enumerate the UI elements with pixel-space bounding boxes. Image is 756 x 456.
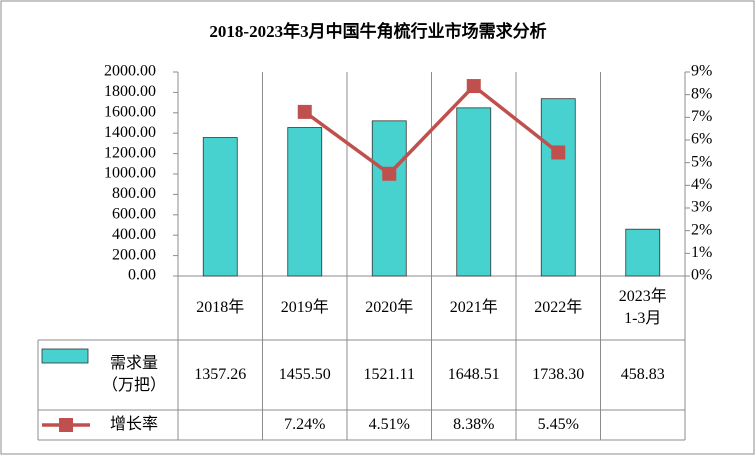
y2-tick-label: 8% (691, 85, 712, 102)
legend-swatch (41, 348, 89, 364)
y2-tick-label: 4% (691, 176, 712, 193)
table-value: 4.51% (368, 416, 410, 433)
legend-label: 需求量 （万把） (101, 355, 166, 394)
legend-label: 增长率 (109, 416, 158, 433)
y2-tick-label: 5% (691, 153, 712, 170)
category-label: 2020年 (365, 299, 414, 316)
table-value: 1357.26 (194, 366, 247, 383)
y-tick-label: 400.00 (112, 226, 156, 243)
y-tick-label: 600.00 (112, 205, 156, 222)
category-label: 2022年 (534, 299, 583, 316)
bar (202, 137, 238, 277)
y-tick-label: 2000.00 (104, 63, 156, 80)
table-value: 7.24% (284, 416, 326, 433)
y-tick-label: 0.00 (128, 267, 156, 284)
category-label: 2018年 (196, 299, 245, 316)
y-tick-label: 1200.00 (104, 144, 156, 161)
category-label: 2019年 (280, 299, 329, 316)
y-tick-label: 1600.00 (104, 103, 156, 120)
line (303, 83, 560, 177)
y2-tick-label: 9% (691, 63, 712, 80)
marker (382, 166, 397, 181)
legend-marker (59, 418, 73, 432)
category-label: 2021年 (449, 299, 498, 316)
marker (551, 145, 566, 160)
y2-tick-label: 3% (691, 199, 712, 216)
y2-tick-label: 2% (691, 221, 712, 238)
y-tick-label: 800.00 (112, 185, 156, 202)
table-value: 8.38% (453, 416, 495, 433)
bar (371, 120, 407, 277)
table-value: 458.83 (620, 366, 665, 383)
y2-tick-label: 0% (691, 267, 712, 284)
table-value: 1521.11 (363, 366, 415, 383)
y-tick-label: 1800.00 (104, 83, 156, 100)
marker (297, 104, 312, 119)
y2-tick-label: 1% (691, 244, 712, 261)
table-value: 1738.30 (532, 366, 585, 383)
marker (466, 79, 481, 94)
bar (456, 107, 492, 277)
bar (625, 228, 661, 277)
y-tick-label: 1000.00 (104, 165, 156, 182)
table-value: 5.45% (537, 416, 579, 433)
category-label: 2023年 1-3月 (618, 288, 667, 327)
bar (540, 98, 576, 277)
table-value: 1648.51 (447, 366, 500, 383)
y-tick-label: 1400.00 (104, 124, 156, 141)
y-tick-label: 200.00 (112, 246, 156, 263)
y2-tick-label: 6% (691, 131, 712, 148)
y2-tick-label: 7% (691, 108, 712, 125)
chart-title: 2018-2023年3月中国牛角梳行业市场需求分析 (209, 21, 546, 41)
bar (287, 127, 323, 277)
table-value: 1455.50 (278, 366, 331, 383)
